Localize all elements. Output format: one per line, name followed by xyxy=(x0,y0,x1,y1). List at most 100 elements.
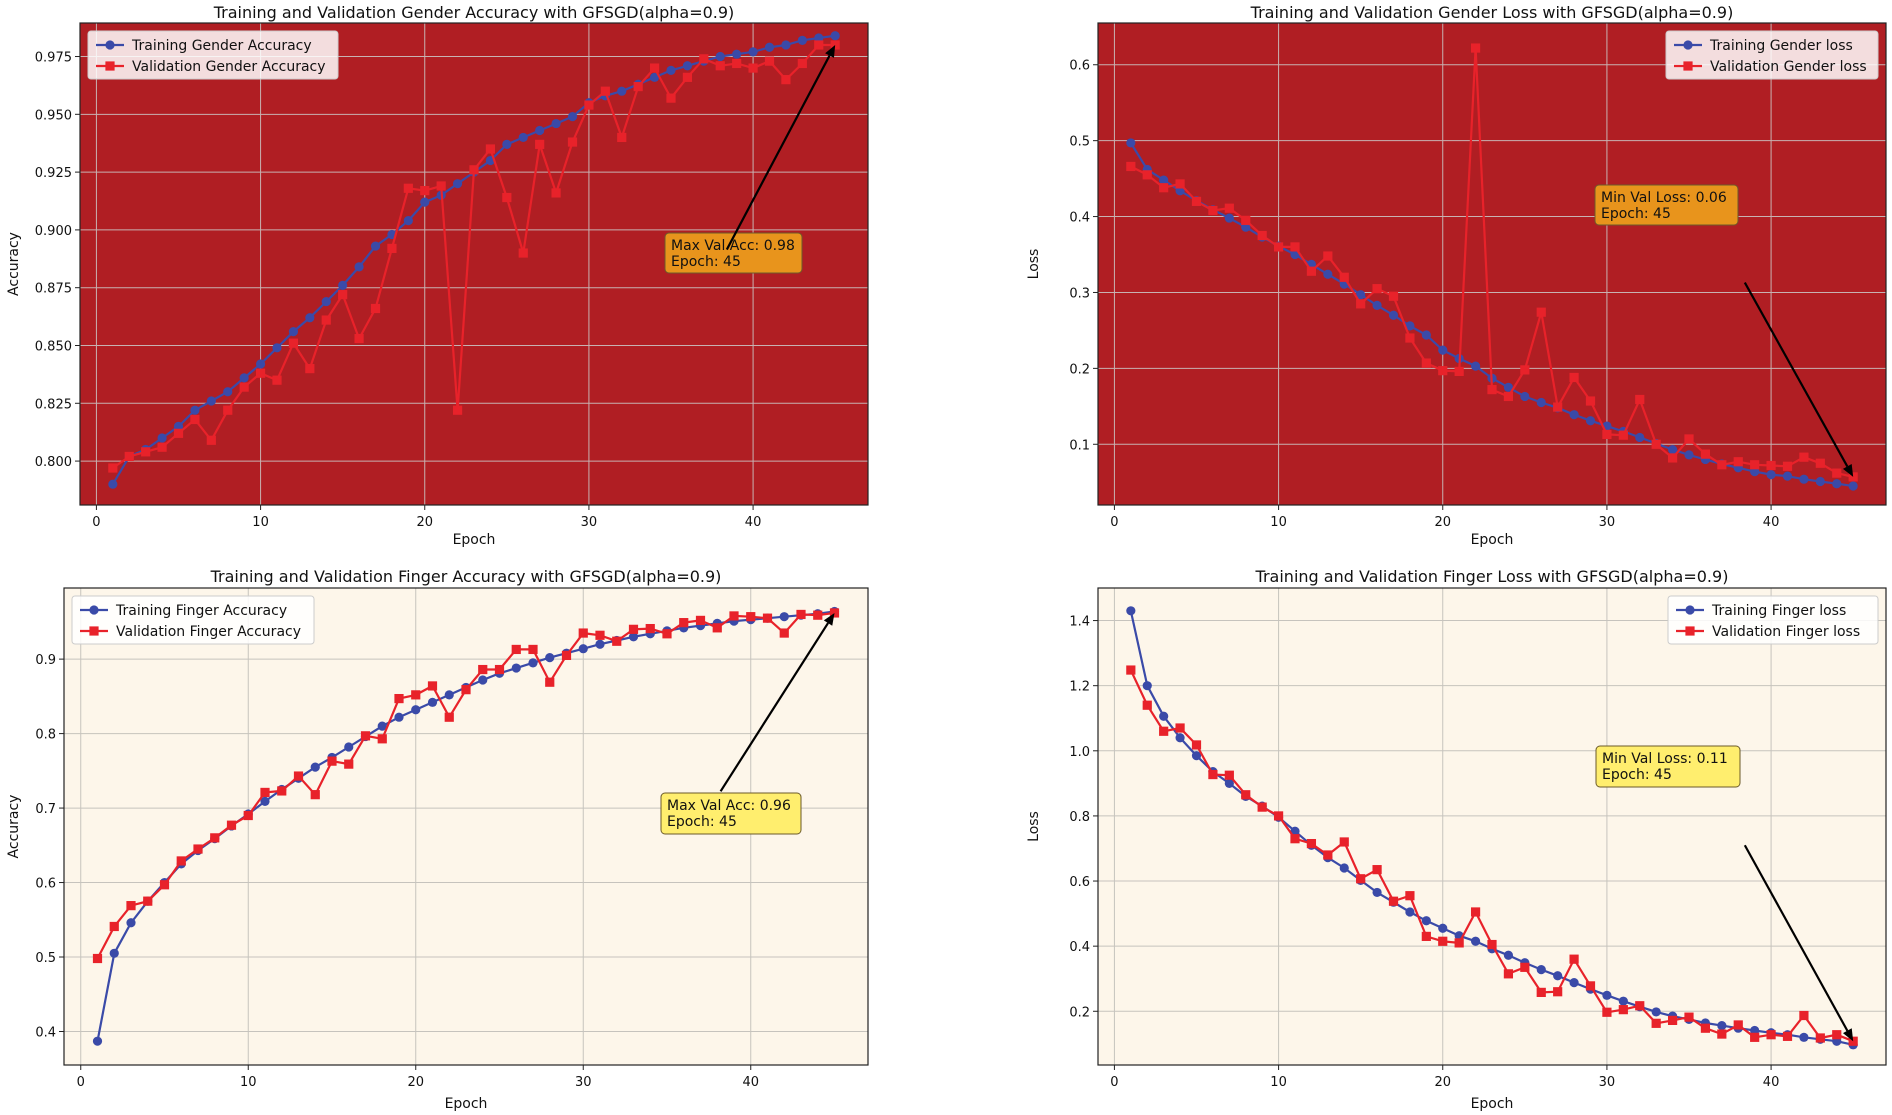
legend-box xyxy=(1665,30,1879,80)
data-point-training xyxy=(1290,826,1300,836)
data-point-validation xyxy=(1421,931,1431,941)
data-point-validation xyxy=(746,612,756,622)
data-point-validation xyxy=(1553,402,1563,412)
x-axis-label: Epoch xyxy=(1471,1096,1514,1112)
legend-label: Validation Finger Accuracy xyxy=(116,624,301,640)
data-point-validation xyxy=(1799,1010,1809,1021)
data-point-validation xyxy=(1520,365,1530,375)
data-point-training xyxy=(567,112,578,122)
annotation-arrow xyxy=(725,55,831,251)
data-point-validation xyxy=(444,712,454,722)
x-tick-label: 10 xyxy=(1270,1075,1287,1090)
legend-label: Training Finger Accuracy xyxy=(115,603,287,619)
annotation-arrow xyxy=(1743,844,1849,1032)
data-point-validation xyxy=(813,610,823,620)
chart-gender-accuracy: 0 10 20 30 40 0.800 0.825 0.850 0.875 0.900 0.925 0… xyxy=(6,3,869,548)
legend: Training Gender loss Validation Gender lo… xyxy=(1665,30,1879,80)
data-point-validation xyxy=(1405,333,1415,343)
data-point-validation xyxy=(193,844,203,854)
data-point-validation xyxy=(528,644,538,655)
data-point-validation xyxy=(679,618,689,628)
data-point-training xyxy=(551,118,561,129)
data-point-training xyxy=(92,1036,103,1046)
data-point-training xyxy=(617,86,627,96)
y-tick-label: 0.7 xyxy=(35,802,56,817)
data-point-training xyxy=(797,35,807,45)
data-point-validation xyxy=(1635,394,1645,405)
data-point-validation xyxy=(578,628,588,638)
data-point-validation xyxy=(126,901,136,911)
data-point-training xyxy=(255,359,266,369)
legend-label: Training Finger loss xyxy=(1711,603,1846,619)
data-point-training xyxy=(764,42,775,52)
data-point-validation xyxy=(567,137,578,147)
data-point-training xyxy=(814,33,824,43)
y-tick-label: 0.5 xyxy=(1069,135,1090,150)
legend-marker xyxy=(89,605,99,615)
data-point-validation xyxy=(293,771,304,781)
data-point-training xyxy=(1191,751,1202,761)
y-tick-label: 0.6 xyxy=(1069,59,1090,74)
y-tick-label: 0.925 xyxy=(35,166,72,181)
data-point-validation xyxy=(1356,874,1366,884)
data-point-validation xyxy=(206,435,216,445)
data-point-validation xyxy=(1224,770,1234,780)
chart-finger-accuracy: 0 10 20 30 40 0.4 0.5 0.6 0.7 0.8 0.9 Training and … xyxy=(6,567,869,1112)
data-point-training xyxy=(1159,711,1169,721)
legend-label: Training Gender loss xyxy=(1709,38,1853,54)
data-point-training xyxy=(1224,213,1234,223)
legend-marker xyxy=(1683,40,1693,50)
data-point-training xyxy=(1405,321,1415,331)
y-tick-label: 0.875 xyxy=(35,282,72,297)
data-point-training xyxy=(1175,733,1185,743)
legend-box xyxy=(1667,595,1879,645)
data-point-validation xyxy=(1159,183,1169,193)
y-tick-label: 1.0 xyxy=(1069,745,1090,760)
data-point-training xyxy=(1438,345,1448,355)
data-point-training xyxy=(595,639,605,649)
data-point-validation xyxy=(1832,468,1842,478)
plot-frame xyxy=(79,22,869,506)
y-tick-label: 0.800 xyxy=(35,455,72,470)
data-point-validation xyxy=(1306,266,1317,276)
data-point-training xyxy=(1520,391,1530,402)
data-point-validation xyxy=(255,368,266,378)
x-tick-label: 30 xyxy=(581,515,598,530)
data-point-validation xyxy=(732,58,742,69)
data-point-validation xyxy=(1372,284,1382,294)
y-tick-label: 0.2 xyxy=(1069,362,1090,377)
data-point-training xyxy=(1339,863,1349,873)
data-point-validation xyxy=(1700,449,1711,459)
data-point-validation xyxy=(1667,1015,1678,1025)
data-point-validation xyxy=(1700,1023,1711,1033)
data-point-training xyxy=(732,49,742,59)
data-point-training xyxy=(1372,300,1382,310)
data-point-training xyxy=(715,51,725,62)
data-point-validation xyxy=(748,63,758,73)
legend-marker xyxy=(105,61,115,71)
data-point-validation xyxy=(1717,460,1727,470)
data-point-validation xyxy=(1553,987,1563,997)
data-point-validation xyxy=(1191,196,1202,206)
data-point-validation xyxy=(814,40,824,50)
data-point-training xyxy=(260,796,270,806)
data-point-validation xyxy=(1618,430,1628,440)
data-point-validation xyxy=(511,644,521,655)
data-point-validation xyxy=(1126,665,1136,675)
legend-marker xyxy=(89,626,99,636)
data-point-training xyxy=(578,644,588,654)
data-point-validation xyxy=(92,953,103,964)
data-point-training xyxy=(1372,887,1382,898)
data-point-validation xyxy=(452,405,463,415)
x-tick-label: 20 xyxy=(407,1075,424,1090)
annotation-arrowhead xyxy=(1842,463,1854,477)
data-point-training xyxy=(1536,397,1546,408)
data-point-validation xyxy=(141,447,151,457)
annotation-text: Epoch: 45 xyxy=(671,254,741,270)
data-point-training xyxy=(748,47,758,57)
chart-title: Training and Validation Gender Loss with… xyxy=(1250,3,1734,22)
data-point-training xyxy=(781,40,791,50)
data-point-training xyxy=(1323,269,1333,279)
data-point-validation xyxy=(143,896,153,906)
data-point-validation xyxy=(764,56,775,66)
